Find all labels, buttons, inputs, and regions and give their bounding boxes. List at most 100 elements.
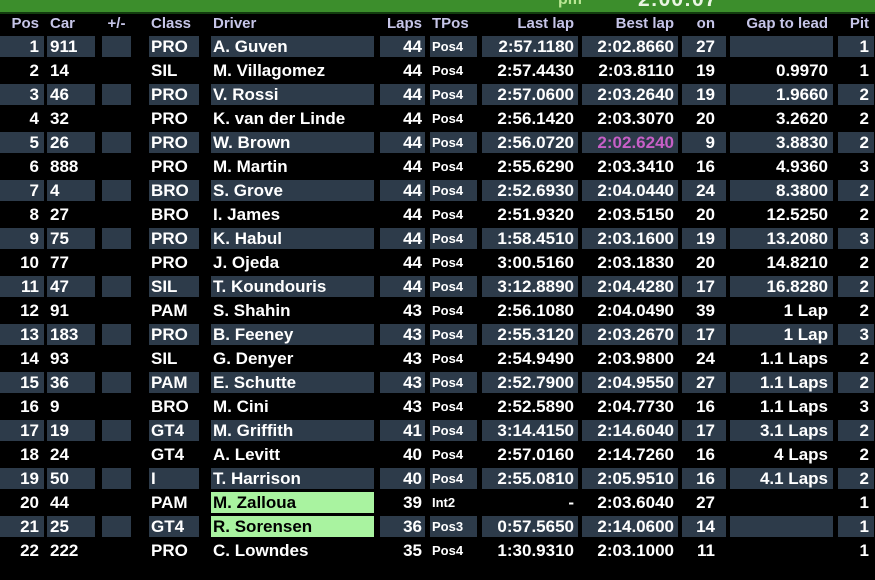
- table-row[interactable]: 8 27 BRO I. James 44 Pos4 2:51.9320 2:03.5150 20…: [0, 202, 875, 226]
- table-row[interactable]: 6 888 PRO M. Martin 44 Pos4 2:55.6290 2:03.3410…: [0, 154, 875, 178]
- cell-best-on-lap: 17: [682, 275, 726, 297]
- cell-class: GT4: [149, 515, 199, 537]
- cell-driver-name: A. Levitt: [213, 444, 281, 464]
- cell-plus-minus: [102, 444, 131, 465]
- cell-last-lap: 0:57.5650: [482, 515, 578, 537]
- cell-best-on-lap: 17: [682, 323, 726, 345]
- cell-driver-name: W. Brown: [211, 131, 374, 153]
- table-row[interactable]: 14 93 SIL G. Denyer 43 Pos4 2:54.9490 2:03.9800…: [0, 346, 875, 370]
- cell-laps: 44: [403, 156, 422, 176]
- cell-pit-stops: 3: [838, 227, 874, 249]
- cell-laps: 40: [403, 444, 422, 464]
- table-row[interactable]: 12 91 PAM S. Shahin 43 Pos4 2:56.1080 2:04.0490…: [0, 298, 875, 322]
- cell-laps: 44: [403, 108, 422, 128]
- cell-plus-minus: [102, 156, 131, 177]
- cell-laps: 44: [403, 204, 422, 224]
- cell-best-lap: 2:02.6240: [582, 131, 678, 153]
- cell-last-lap: 2:55.0810: [482, 467, 578, 489]
- cell-laps: 44: [380, 227, 425, 249]
- table-row[interactable]: 19 50 I T. Harrison 40 Pos4 2:55.0810 2:05.9510…: [0, 466, 875, 490]
- cell-best-on-lap: 24: [682, 179, 726, 201]
- table-row[interactable]: 5 26 PRO W. Brown 44 Pos4 2:56.0720 2:02.6240 9 3…: [0, 130, 875, 154]
- cell-best-lap: 2:14.0600: [582, 515, 678, 537]
- cell-last-lap: -: [568, 492, 574, 512]
- cell-gap-to-lead: 0.9970: [776, 60, 828, 80]
- cell-plus-minus: [102, 515, 131, 537]
- table-row[interactable]: 2 14 SIL M. Villagomez 44 Pos4 2:57.4430 2:03.8…: [0, 58, 875, 82]
- cell-gap-to-lead: 4.9360: [776, 156, 828, 176]
- cell-best-lap: 2:04.0490: [597, 300, 674, 320]
- cell-last-lap: 2:57.0600: [482, 83, 578, 105]
- cell-tpos: Pos4: [432, 62, 464, 78]
- cell-plus-minus: [102, 83, 131, 105]
- cell-driver-name: T. Koundouris: [211, 275, 374, 297]
- cell-pos: 13: [0, 323, 44, 345]
- cell-laps: 43: [403, 396, 422, 416]
- table-row[interactable]: 7 4 BRO S. Grove 44 Pos4 2:52.6930 2:04.0440 24 8…: [0, 178, 875, 202]
- cell-pos: 6: [29, 156, 39, 176]
- table-row[interactable]: 21 25 GT4 R. Sorensen 36 Pos3 0:57.5650 2:14.06…: [0, 514, 875, 538]
- table-row[interactable]: 9 75 PRO K. Habul 44 Pos4 1:58.4510 2:03.1600 19…: [0, 226, 875, 250]
- cell-pos: 2: [29, 60, 39, 80]
- table-row[interactable]: 18 24 GT4 A. Levitt 40 Pos4 2:57.0160 2:14.7260…: [0, 442, 875, 466]
- cell-last-lap: 2:57.4430: [497, 60, 574, 80]
- cell-car-number: 25: [47, 515, 95, 537]
- cell-best-lap: 2:03.3070: [597, 108, 674, 128]
- cell-best-on-lap: 20: [696, 204, 715, 224]
- column-header-last-lap: Last lap: [517, 15, 574, 32]
- cell-tpos: Pos4: [430, 227, 477, 249]
- cell-tpos: Pos4: [432, 110, 464, 126]
- cell-pit-stops: 1: [859, 492, 869, 512]
- cell-pit-stops: 2: [838, 131, 874, 153]
- table-row[interactable]: 13 183 PRO B. Feeney 43 Pos4 2:55.3120 2:03.267…: [0, 322, 875, 346]
- timing-table: Pos Car +/- Class Driver Laps TPos Last lap Best…: [0, 14, 875, 562]
- cell-pit-stops: 2: [838, 275, 874, 297]
- cell-class: SIL: [151, 60, 178, 80]
- cell-last-lap: 1:58.4510: [482, 227, 578, 249]
- column-header-class: Class: [151, 15, 192, 32]
- table-row[interactable]: 10 77 PRO J. Ojeda 44 Pos4 3:00.5160 2:03.1830 2…: [0, 250, 875, 274]
- cell-pos: 1: [0, 35, 44, 57]
- cell-pos: 19: [0, 467, 44, 489]
- cell-pos: 14: [20, 348, 39, 368]
- table-row[interactable]: 15 36 PAM E. Schutte 43 Pos4 2:52.7900 2:04.955…: [0, 370, 875, 394]
- cell-pos: 3: [0, 83, 44, 105]
- cell-car-number: 47: [47, 275, 95, 297]
- table-row[interactable]: 22 222 PRO C. Lowndes 35 Pos4 1:30.9310 2:03.10…: [0, 538, 875, 562]
- cell-pos: 11: [0, 275, 44, 297]
- cell-plus-minus: [102, 492, 131, 513]
- cell-pos: 20: [20, 492, 39, 512]
- cell-car-number: 93: [50, 348, 69, 368]
- cell-car-number: 222: [50, 540, 79, 560]
- cell-gap-to-lead: 1 Lap: [730, 323, 833, 345]
- cell-driver-name: M. Zalloua: [211, 491, 374, 513]
- cell-tpos: Pos4: [432, 446, 464, 462]
- cell-last-lap: 3:14.4150: [482, 419, 578, 441]
- table-row[interactable]: 17 19 GT4 M. Griffith 41 Pos4 3:14.4150 2:14.60…: [0, 418, 875, 442]
- cell-car-number: 44: [50, 492, 69, 512]
- cell-pos: 9: [0, 227, 44, 249]
- cell-pit-stops: 3: [838, 323, 874, 345]
- cell-pos: 5: [0, 131, 44, 153]
- cell-pit-stops: 1: [859, 60, 869, 80]
- cell-class: BRO: [151, 204, 189, 224]
- cell-class: BRO: [149, 179, 199, 201]
- cell-tpos: Pos4: [430, 371, 477, 393]
- cell-plus-minus: [102, 467, 131, 489]
- table-row[interactable]: 3 46 PRO V. Rossi 44 Pos4 2:57.0600 2:03.2640 19…: [0, 82, 875, 106]
- cell-class: PAM: [149, 371, 199, 393]
- cell-class: GT4: [149, 419, 199, 441]
- table-row[interactable]: 16 9 BRO M. Cini 43 Pos4 2:52.5890 2:04.7730 16 1…: [0, 394, 875, 418]
- cell-car-number: 46: [47, 83, 95, 105]
- table-row[interactable]: 1 911 PRO A. Guven 44 Pos4 2:57.1180 2:02.8660 2…: [0, 34, 875, 58]
- cell-tpos: Pos3: [430, 515, 477, 537]
- cell-tpos: Pos4: [430, 83, 477, 105]
- table-row[interactable]: 4 32 PRO K. van der Linde 44 Pos4 2:56.1420 2:0…: [0, 106, 875, 130]
- table-row[interactable]: 11 47 SIL T. Koundouris 44 Pos4 3:12.8890 2:04.…: [0, 274, 875, 298]
- cell-plus-minus: [102, 323, 131, 345]
- cell-class: I: [149, 467, 199, 489]
- cell-tpos: Pos4: [430, 275, 477, 297]
- table-row[interactable]: 20 44 PAM M. Zalloua 39 Int2 - 2:03.6040 27 1: [0, 490, 875, 514]
- cell-class: PRO: [151, 540, 188, 560]
- cell-gap-to-lead: 13.2080: [730, 227, 833, 249]
